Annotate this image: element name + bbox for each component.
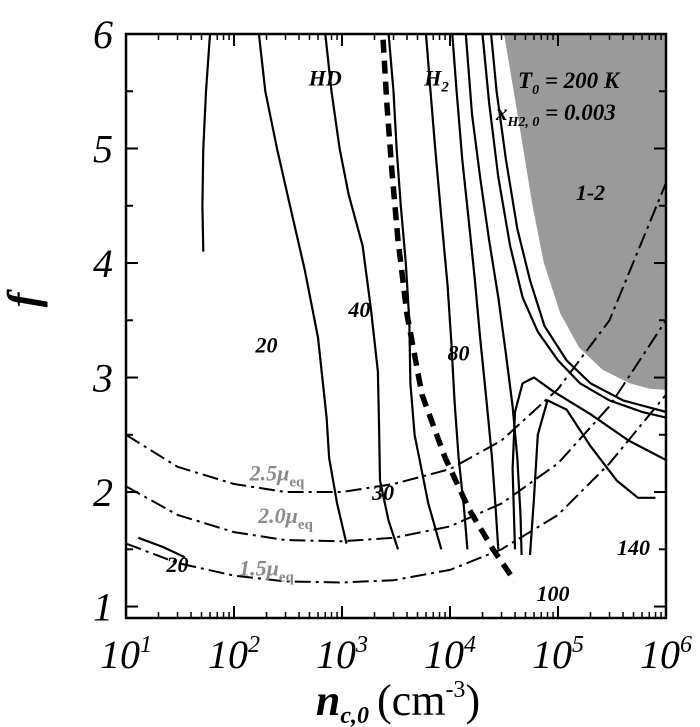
contour-line-5 — [451, 34, 500, 550]
contour-line-4 — [424, 34, 469, 550]
x-tick-label: 105 — [532, 632, 584, 677]
dashdot-curve-13 — [126, 182, 666, 493]
h2-curve-label: H2 — [423, 66, 449, 96]
y-tick-label: 2 — [93, 470, 113, 515]
contour-labels: HD 40 20 30 80 1-2 140 100 20 2.5μeq 2.0μeq 1.5μeq — [166, 66, 650, 606]
contour-line-8 — [490, 34, 666, 413]
series-layer — [126, 34, 666, 584]
x-tick-labels: 101 102 103 104 105 106 — [100, 632, 692, 677]
x-axis-title-units-exponent: -3 — [445, 677, 465, 703]
contour-line-9 — [511, 376, 666, 550]
mu-eq-label: 2.0μeq — [257, 503, 313, 533]
contour-line-3 — [387, 34, 443, 550]
dashdot-curve-14 — [126, 319, 666, 543]
dashdot-curve-15 — [126, 394, 666, 584]
contour-label: 30 — [371, 480, 394, 505]
x-axis-title: nc,0 (cm-3) — [316, 676, 480, 727]
shaded-region-layer — [499, 34, 666, 395]
y-axis-title: f — [0, 288, 48, 307]
x-tick-label: 102 — [208, 632, 260, 677]
shaded-region — [501, 34, 666, 393]
parameter-h2-fraction: xH2, 0 = 0.003 — [495, 100, 616, 130]
x-axis-title-symbol: n — [316, 676, 340, 725]
y-tick-label: 3 — [92, 356, 113, 401]
contour-label: 100 — [537, 581, 570, 606]
contour-line-10 — [528, 399, 656, 556]
mu-eq-label: 2.5μeq — [249, 461, 305, 491]
contour-label: 20 — [255, 332, 278, 357]
parameter-temperature: T0 = 200 K — [518, 68, 621, 98]
x-tick-label: 101 — [100, 632, 152, 677]
contour-label: 40 — [347, 297, 370, 322]
x-axis-title-subscript: c,0 — [340, 703, 369, 727]
x-tick-label: 104 — [424, 632, 476, 677]
plot-frame — [124, 32, 668, 620]
x-axis-title-units: (cm — [377, 676, 445, 725]
contour-line-1 — [257, 34, 348, 544]
contour-label: 140 — [617, 535, 650, 560]
contour-label: HD — [308, 66, 342, 91]
tick-marks — [125, 33, 667, 618]
x-tick-label: 106 — [640, 632, 692, 677]
contour-line-11 — [137, 536, 186, 559]
y-tick-label: 1 — [93, 585, 113, 630]
contour-label: 1-2 — [576, 180, 605, 205]
y-tick-labels: 1 2 3 4 5 6 — [92, 12, 113, 630]
mu-eq-label: 1.5μeq — [239, 556, 294, 586]
contour-line-0 — [201, 34, 212, 252]
contour-line-2 — [324, 34, 400, 550]
contour-line-7 — [481, 34, 666, 419]
x-axis-title-units-close: ) — [465, 676, 480, 725]
y-tick-label: 5 — [93, 127, 113, 172]
y-tick-label: 4 — [93, 241, 113, 286]
shaded-region-edge — [499, 34, 666, 395]
contour-line-6 — [464, 34, 523, 556]
y-tick-label: 6 — [93, 12, 113, 57]
x-tick-label: 103 — [316, 632, 368, 677]
dashed-curve — [380, 39, 518, 583]
contour-label: 80 — [448, 340, 470, 365]
contour-label: 20 — [166, 552, 189, 577]
